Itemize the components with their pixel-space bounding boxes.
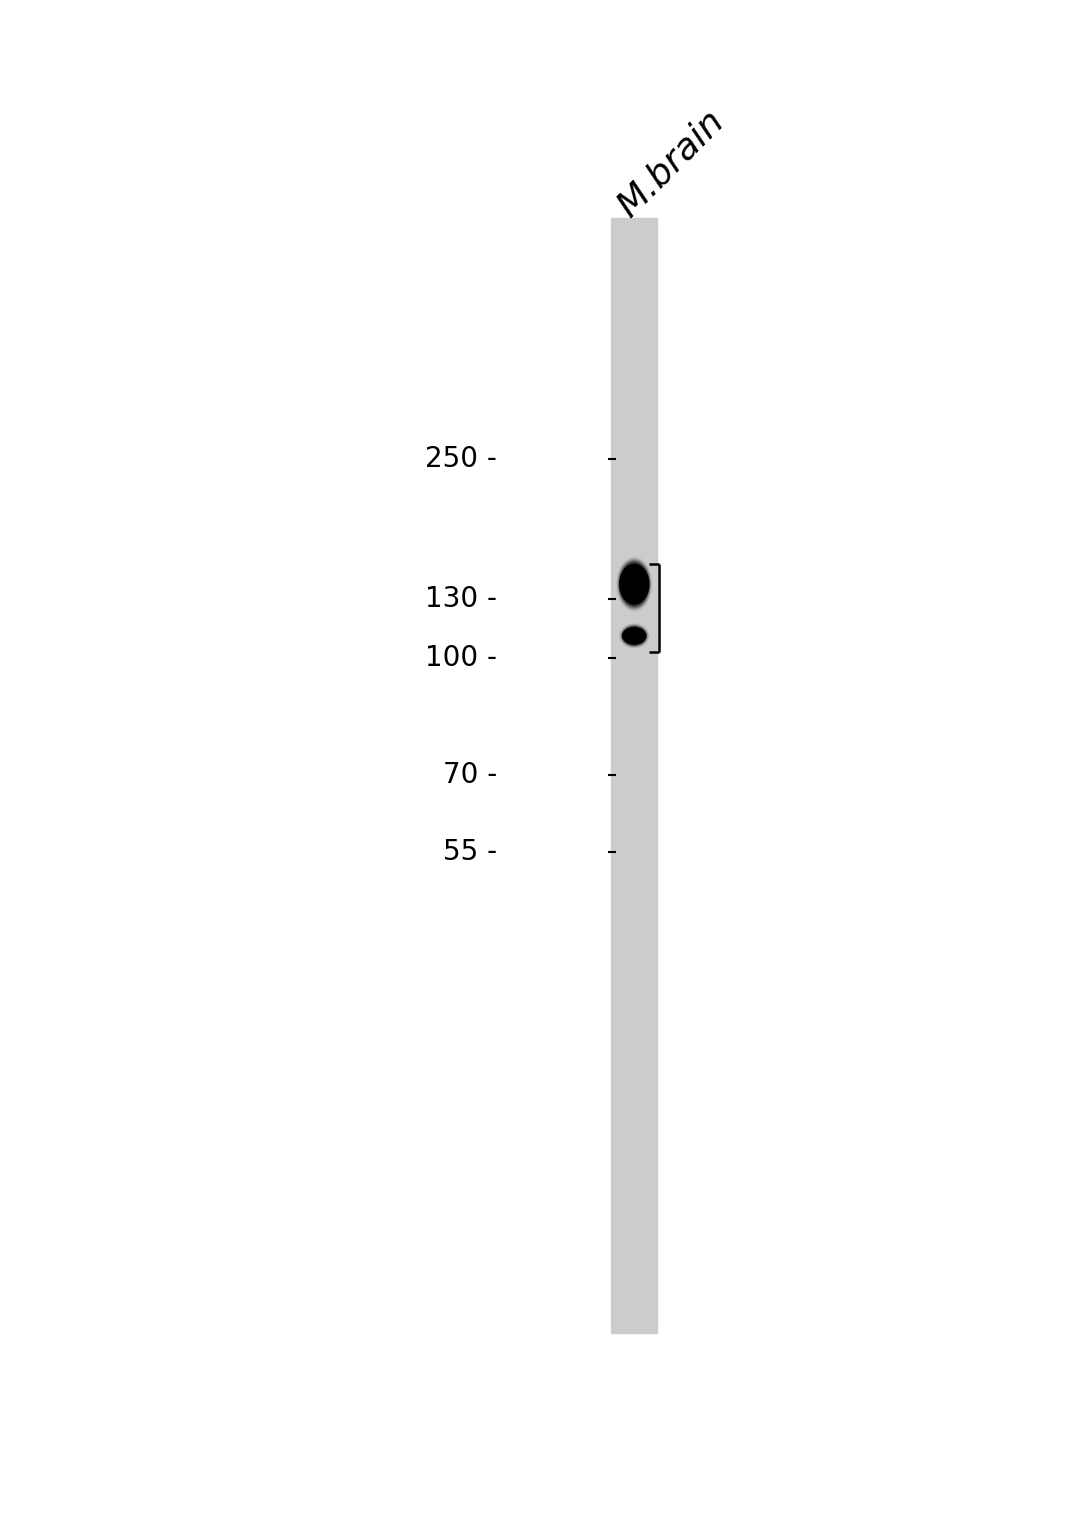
Ellipse shape — [630, 632, 639, 640]
Ellipse shape — [633, 582, 635, 585]
Ellipse shape — [624, 570, 645, 599]
Ellipse shape — [622, 565, 646, 604]
Ellipse shape — [631, 578, 637, 591]
Ellipse shape — [622, 568, 646, 600]
Ellipse shape — [630, 632, 639, 639]
Ellipse shape — [632, 634, 636, 637]
Ellipse shape — [628, 575, 641, 593]
Ellipse shape — [631, 579, 637, 590]
Text: 250 -: 250 - — [425, 445, 497, 472]
Text: 70 -: 70 - — [443, 762, 497, 789]
Ellipse shape — [625, 570, 644, 599]
Ellipse shape — [629, 578, 640, 591]
Ellipse shape — [628, 576, 641, 593]
Ellipse shape — [627, 573, 642, 596]
Ellipse shape — [631, 634, 637, 639]
Ellipse shape — [627, 629, 642, 642]
Ellipse shape — [628, 575, 641, 594]
Ellipse shape — [624, 568, 645, 600]
Ellipse shape — [622, 626, 646, 646]
Text: 130 -: 130 - — [425, 585, 497, 614]
Ellipse shape — [632, 582, 636, 585]
Ellipse shape — [631, 634, 637, 639]
Ellipse shape — [628, 631, 641, 640]
Ellipse shape — [620, 565, 648, 602]
Ellipse shape — [631, 579, 637, 590]
Ellipse shape — [625, 628, 644, 643]
Ellipse shape — [621, 564, 647, 604]
Ellipse shape — [633, 636, 635, 637]
Ellipse shape — [619, 564, 649, 604]
Text: 100 -: 100 - — [425, 645, 497, 672]
Ellipse shape — [619, 561, 649, 608]
Ellipse shape — [620, 564, 648, 605]
Ellipse shape — [620, 562, 648, 607]
Ellipse shape — [626, 629, 643, 643]
Ellipse shape — [632, 581, 636, 588]
Ellipse shape — [632, 581, 636, 587]
Ellipse shape — [627, 629, 642, 642]
Ellipse shape — [624, 628, 645, 643]
Ellipse shape — [629, 631, 640, 640]
Ellipse shape — [624, 567, 645, 600]
Ellipse shape — [627, 631, 642, 642]
Ellipse shape — [619, 562, 649, 607]
Ellipse shape — [632, 582, 636, 587]
Ellipse shape — [621, 625, 647, 646]
Ellipse shape — [618, 559, 650, 608]
Ellipse shape — [627, 575, 642, 594]
Ellipse shape — [620, 625, 648, 646]
Ellipse shape — [622, 567, 646, 602]
Ellipse shape — [626, 573, 643, 596]
Text: M.brain: M.brain — [611, 104, 730, 224]
Ellipse shape — [632, 582, 636, 585]
Ellipse shape — [630, 632, 639, 639]
Ellipse shape — [627, 572, 642, 596]
Ellipse shape — [624, 626, 645, 645]
Ellipse shape — [618, 559, 650, 610]
Ellipse shape — [622, 628, 646, 645]
Ellipse shape — [625, 572, 644, 597]
Ellipse shape — [632, 581, 636, 587]
Ellipse shape — [624, 628, 645, 645]
Ellipse shape — [628, 631, 641, 642]
Ellipse shape — [626, 572, 643, 597]
Ellipse shape — [633, 634, 635, 637]
Ellipse shape — [625, 568, 644, 599]
Ellipse shape — [626, 629, 643, 642]
Bar — [612, 218, 657, 1334]
Ellipse shape — [631, 579, 637, 588]
Ellipse shape — [629, 576, 640, 593]
Ellipse shape — [631, 576, 637, 591]
Text: 55 -: 55 - — [443, 838, 497, 866]
